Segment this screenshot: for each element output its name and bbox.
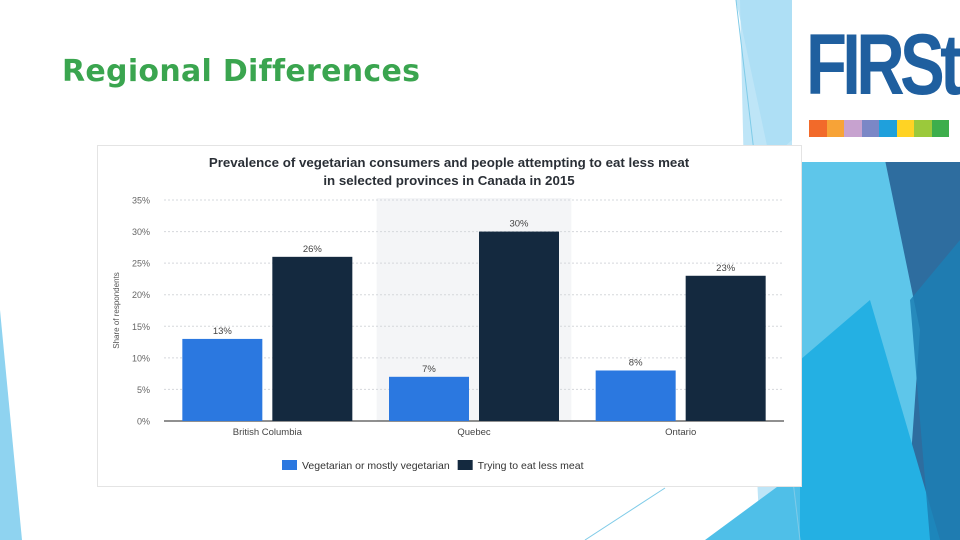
bar-vegetarian <box>182 338 263 421</box>
logo-strip-segment <box>809 120 827 137</box>
y-tick-label: 15% <box>132 322 150 332</box>
y-tick-label: 0% <box>137 417 150 427</box>
x-tick-label: Quebec <box>457 427 491 438</box>
y-tick-label: 30% <box>132 227 150 237</box>
deco-line <box>584 487 666 540</box>
data-label: 30% <box>509 219 529 230</box>
logo-strip-segment <box>879 120 897 137</box>
y-tick-label: 35% <box>132 196 150 206</box>
bar-vegetarian <box>595 370 676 421</box>
firsT-logo: FIRSt <box>792 0 960 162</box>
logo-strip-segment <box>896 120 914 137</box>
bar-vegetarian <box>389 376 469 421</box>
logo-color-strip <box>809 120 949 137</box>
x-tick-label: British Columbia <box>233 427 303 438</box>
x-tick-label: Ontario <box>665 427 696 438</box>
bar-chart: Prevalence of vegetarian consumers and p… <box>112 155 784 472</box>
data-label: 13% <box>213 326 233 337</box>
deco-deep-facet <box>910 240 960 540</box>
chart-card: Prevalence of vegetarian consumers and p… <box>97 145 802 487</box>
y-tick-label: 5% <box>137 385 150 395</box>
y-tick-label: 25% <box>132 259 150 269</box>
logo-strip-segment <box>844 120 862 137</box>
chart-title-line: in selected provinces in Canada in 2015 <box>323 173 575 188</box>
deco-bright-facet <box>800 300 940 540</box>
data-label: 26% <box>303 244 323 255</box>
bar-less-meat <box>685 275 766 421</box>
logo-strip-segment <box>914 120 932 137</box>
y-tick-label: 10% <box>132 353 150 363</box>
data-label: 7% <box>422 364 436 375</box>
logo-wordmark: FIRSt <box>806 17 960 113</box>
chart-title-line: Prevalence of vegetarian consumers and p… <box>209 155 690 170</box>
legend-label: Vegetarian or mostly vegetarian <box>302 460 450 472</box>
legend-swatch <box>282 460 297 470</box>
deco-bottom-facet <box>705 470 800 540</box>
data-label: 8% <box>629 357 643 368</box>
slide-title: Regional Differences <box>62 54 421 89</box>
data-label: 23% <box>716 263 736 274</box>
logo-strip-segment <box>826 120 844 137</box>
legend-swatch <box>457 460 473 470</box>
deco-left-sliver <box>0 310 22 540</box>
logo-strip-segment <box>931 120 949 137</box>
y-axis-label: Share of respondents <box>112 272 121 349</box>
bar-less-meat <box>272 256 353 421</box>
logo-strip-segment <box>861 120 879 137</box>
legend-label: Trying to eat less meat <box>478 460 584 472</box>
y-tick-label: 20% <box>132 290 150 300</box>
bar-less-meat <box>479 231 559 421</box>
